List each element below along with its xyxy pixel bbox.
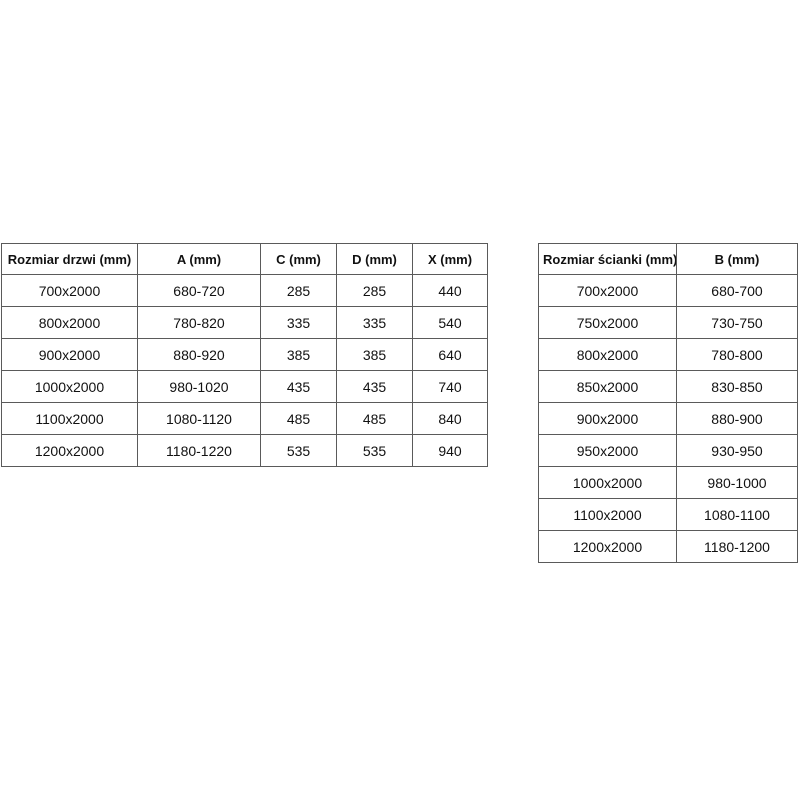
table-row: 1000x2000 980-1020 435 435 740: [1, 370, 488, 403]
table-cell: 485: [260, 402, 337, 435]
doors-header-d: D (mm): [336, 243, 413, 275]
walls-header-size: Rozmiar ścianki (mm): [538, 243, 677, 275]
table-cell: 980-1000: [676, 466, 798, 499]
table-cell: 1080-1100: [676, 498, 798, 531]
table-cell: 950x2000: [538, 434, 677, 467]
table-cell: 1200x2000: [1, 434, 138, 467]
table-cell: 800x2000: [538, 338, 677, 371]
doors-header-a: A (mm): [137, 243, 261, 275]
table-row: 800x2000 780-800: [538, 338, 798, 371]
table-cell: 700x2000: [538, 274, 677, 307]
table-cell: 900x2000: [538, 402, 677, 435]
table-row: 700x2000 680-700: [538, 274, 798, 307]
table-cell: 830-850: [676, 370, 798, 403]
table-row: 850x2000 830-850: [538, 370, 798, 403]
table-cell: 680-700: [676, 274, 798, 307]
table-row: 700x2000 680-720 285 285 440: [1, 274, 488, 307]
table-cell: 700x2000: [1, 274, 138, 307]
table-cell: 980-1020: [137, 370, 261, 403]
table-cell: 800x2000: [1, 306, 138, 339]
table-cell: 1100x2000: [538, 498, 677, 531]
table-cell: 285: [260, 274, 337, 307]
doors-header-c: C (mm): [260, 243, 337, 275]
table-cell: 1080-1120: [137, 402, 261, 435]
table-row: 1200x2000 1180-1220 535 535 940: [1, 434, 488, 467]
table-row: 900x2000 880-900: [538, 402, 798, 435]
walls-header-b: B (mm): [676, 243, 798, 275]
table-cell: 1180-1200: [676, 530, 798, 563]
table-cell: 435: [260, 370, 337, 403]
wall-sizes-table: Rozmiar ścianki (mm) B (mm) 700x2000 680…: [538, 243, 798, 563]
table-cell: 1100x2000: [1, 402, 138, 435]
table-cell: 1180-1220: [137, 434, 261, 467]
table-cell: 540: [412, 306, 488, 339]
doors-header-x: X (mm): [412, 243, 488, 275]
table-cell: 680-720: [137, 274, 261, 307]
table-row: 900x2000 880-920 385 385 640: [1, 338, 488, 371]
table-cell: 900x2000: [1, 338, 138, 371]
table-cell: 535: [336, 434, 413, 467]
table-cell: 435: [336, 370, 413, 403]
table-row: 950x2000 930-950: [538, 434, 798, 467]
table-cell: 335: [260, 306, 337, 339]
table-cell: 730-750: [676, 306, 798, 339]
table-cell: 880-920: [137, 338, 261, 371]
table-header-row: Rozmiar ścianki (mm) B (mm): [538, 243, 798, 275]
table-row: 1200x2000 1180-1200: [538, 530, 798, 563]
table-row: 1100x2000 1080-1120 485 485 840: [1, 402, 488, 435]
table-cell: 780-800: [676, 338, 798, 371]
table-cell: 750x2000: [538, 306, 677, 339]
table-cell: 850x2000: [538, 370, 677, 403]
table-cell: 1200x2000: [538, 530, 677, 563]
table-cell: 1000x2000: [538, 466, 677, 499]
table-cell: 930-950: [676, 434, 798, 467]
table-cell: 440: [412, 274, 488, 307]
table-cell: 535: [260, 434, 337, 467]
table-cell: 285: [336, 274, 413, 307]
table-cell: 940: [412, 434, 488, 467]
table-header-row: Rozmiar drzwi (mm) A (mm) C (mm) D (mm) …: [1, 243, 488, 275]
table-cell: 385: [336, 338, 413, 371]
door-sizes-table: Rozmiar drzwi (mm) A (mm) C (mm) D (mm) …: [1, 243, 488, 467]
table-row: 750x2000 730-750: [538, 306, 798, 339]
table-cell: 1000x2000: [1, 370, 138, 403]
table-cell: 485: [336, 402, 413, 435]
table-row: 1000x2000 980-1000: [538, 466, 798, 499]
table-cell: 740: [412, 370, 488, 403]
table-row: 800x2000 780-820 335 335 540: [1, 306, 488, 339]
table-row: 1100x2000 1080-1100: [538, 498, 798, 531]
table-cell: 780-820: [137, 306, 261, 339]
table-cell: 880-900: [676, 402, 798, 435]
table-cell: 640: [412, 338, 488, 371]
table-cell: 840: [412, 402, 488, 435]
table-cell: 335: [336, 306, 413, 339]
doors-header-size: Rozmiar drzwi (mm): [1, 243, 138, 275]
table-cell: 385: [260, 338, 337, 371]
